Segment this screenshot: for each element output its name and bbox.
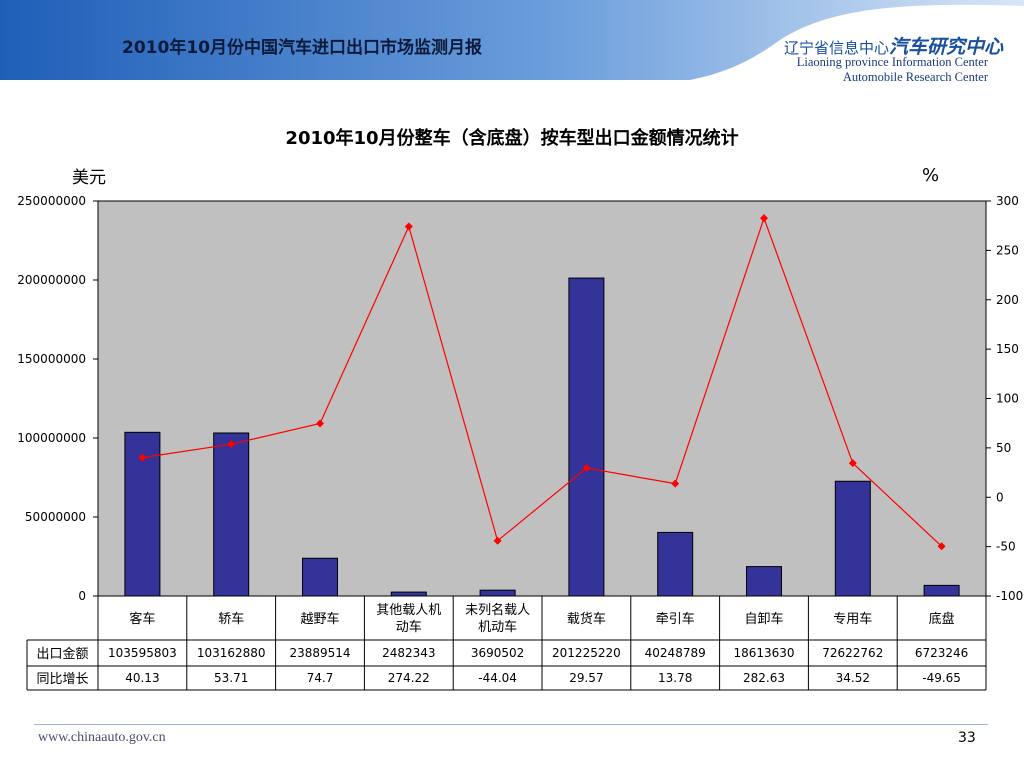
growth-marker-3 bbox=[404, 222, 413, 231]
growth-marker-6 bbox=[671, 479, 680, 488]
left-axis-unit: 美元 bbox=[72, 168, 106, 188]
bar-2 bbox=[302, 557, 338, 597]
category-label: 动车 bbox=[396, 619, 422, 635]
line-series bbox=[138, 214, 946, 551]
right-tick-label: -100 bbox=[996, 589, 1023, 603]
right-tick-label: 0 bbox=[996, 490, 1004, 504]
bar-series bbox=[124, 277, 960, 597]
growth-marker-8 bbox=[848, 459, 857, 468]
bar-8 bbox=[834, 480, 871, 597]
row-header-yoy-growth: 同比增长 bbox=[36, 672, 88, 687]
export-value-cell: 103595803 bbox=[108, 646, 177, 660]
right-tick-label: 300 bbox=[996, 194, 1019, 208]
org-name-en-line2: Automobile Research Center bbox=[842, 70, 988, 84]
export-value-cell: 3690502 bbox=[471, 646, 524, 660]
right-tick-label: 100 bbox=[996, 392, 1019, 406]
bar-6 bbox=[657, 531, 694, 597]
growth-marker-5 bbox=[582, 464, 591, 473]
yoy-growth-cell: 74.7 bbox=[307, 671, 334, 685]
export-value-cell: 23889514 bbox=[289, 646, 350, 660]
left-tick-label: 0 bbox=[78, 589, 86, 603]
export-value-cell: 103162880 bbox=[197, 646, 266, 660]
bar-4 bbox=[479, 589, 516, 597]
bar-7 bbox=[746, 566, 782, 597]
left-tick-label: 200000000 bbox=[17, 273, 86, 287]
category-label: 专用车 bbox=[833, 611, 872, 627]
header-decoration bbox=[0, 0, 1024, 92]
page-number: 33 bbox=[958, 730, 976, 746]
footer-divider bbox=[34, 724, 988, 725]
category-label: 越野车 bbox=[300, 611, 339, 627]
left-tick-label: 150000000 bbox=[17, 352, 86, 366]
category-label: 客车 bbox=[129, 611, 155, 627]
right-tick-label: -50 bbox=[996, 540, 1016, 554]
left-tick-label: 250000000 bbox=[17, 194, 86, 208]
header-swoosh bbox=[0, 0, 1024, 80]
yoy-growth-cell: 282.63 bbox=[743, 671, 785, 685]
yoy-growth-cell: 29.57 bbox=[569, 671, 603, 685]
growth-marker-7 bbox=[760, 214, 768, 223]
export-value-cell: 201225220 bbox=[552, 646, 621, 660]
right-tick-label: 50 bbox=[996, 441, 1011, 455]
export-value-cell: 40248789 bbox=[645, 646, 706, 660]
growth-marker-2 bbox=[316, 419, 324, 428]
category-label: 轿车 bbox=[218, 611, 244, 627]
right-axis-unit: % bbox=[922, 165, 940, 186]
export-value-cell: 6723246 bbox=[915, 646, 968, 660]
header-swoosh-highlight bbox=[780, 4, 1024, 48]
bar-1 bbox=[213, 432, 250, 597]
right-axis: 300 250 200 150 100 50 0 -50 -100 bbox=[986, 194, 1023, 603]
org-name-cn-prefix: 辽宁省信息中心 bbox=[784, 39, 890, 57]
yoy-growth-cell: 13.78 bbox=[658, 671, 692, 685]
yoy-growth-cell: 40.13 bbox=[125, 671, 159, 685]
export-value-cell: 72622762 bbox=[822, 646, 883, 660]
yoy-growth-cell: -49.65 bbox=[922, 671, 961, 685]
growth-marker-0 bbox=[138, 453, 147, 462]
category-label: 载货车 bbox=[567, 611, 606, 627]
category-label: 自卸车 bbox=[744, 611, 783, 627]
category-label: 机动车 bbox=[478, 619, 517, 635]
growth-line bbox=[142, 216, 943, 547]
yoy-growth-cell: 53.71 bbox=[214, 671, 248, 685]
right-tick-label: 200 bbox=[996, 293, 1019, 307]
right-tick-label: 150 bbox=[996, 342, 1019, 356]
category-label: 未列名载人 bbox=[465, 602, 530, 618]
export-value-cell: 18613630 bbox=[733, 646, 794, 660]
org-name-cn: 辽宁省信息中心汽车研究中心 bbox=[784, 32, 1003, 59]
growth-marker-4 bbox=[493, 536, 502, 545]
growth-marker-9 bbox=[937, 542, 946, 551]
row-header-export-value: 出口金额 bbox=[36, 646, 88, 662]
left-axis: 250000000 200000000 150000000 100000000 5000… bbox=[17, 194, 98, 603]
bar-3 bbox=[390, 591, 427, 597]
org-name-cn-suffix: 汽车研究中心 bbox=[889, 36, 1004, 58]
export-value-cell: 2482343 bbox=[382, 646, 435, 660]
yoy-growth-cell: -44.04 bbox=[478, 671, 517, 685]
report-title: 2010年10月份中国汽车进口出口市场监测月报 bbox=[122, 38, 482, 58]
left-tick-label: 100000000 bbox=[17, 431, 86, 445]
category-label: 牵引车 bbox=[656, 611, 695, 627]
category-label: 其他载人机 bbox=[376, 603, 441, 618]
footer-url: www.chinaauto.gov.cn bbox=[38, 730, 166, 745]
org-name-en-line1: Liaoning province Information Center bbox=[796, 55, 988, 69]
bar-9 bbox=[923, 584, 960, 597]
yoy-growth-cell: 34.52 bbox=[836, 671, 870, 685]
chart-title: 2010年10月份整车（含底盘）按车型出口金额情况统计 bbox=[285, 128, 739, 149]
right-tick-label: 250 bbox=[996, 243, 1019, 257]
category-label: 底盘 bbox=[929, 611, 955, 627]
left-tick-label: 50000000 bbox=[25, 510, 86, 524]
yoy-growth-cell: 274.22 bbox=[388, 671, 430, 685]
growth-marker-1 bbox=[227, 440, 236, 449]
bar-5 bbox=[568, 277, 605, 597]
